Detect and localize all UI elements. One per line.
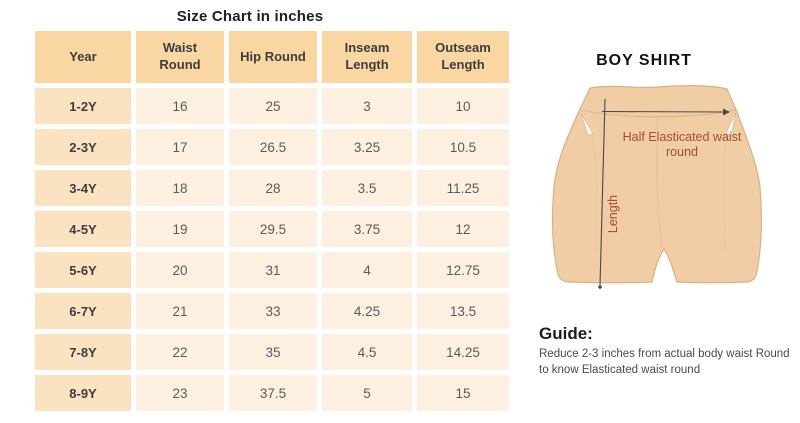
hip-round-cell: 29.5 <box>229 211 317 247</box>
length-measure-line <box>599 98 606 287</box>
table-row: 5-6Y 20 31 4 12.75 <box>35 252 509 288</box>
shorts-diagram <box>551 85 763 289</box>
waist-round-cell: 21 <box>136 293 224 329</box>
waist-measure-arrowhead-icon <box>723 108 730 116</box>
outseam-length-cell: 10.5 <box>417 129 509 165</box>
inseam-length-cell: 3.75 <box>322 211 412 247</box>
fold-line-center <box>656 117 663 248</box>
waist-round-cell: 16 <box>136 88 224 124</box>
outseam-length-cell: 12 <box>417 211 509 247</box>
waist-round-cell: 22 <box>136 334 224 370</box>
inseam-length-cell: 5 <box>322 375 412 411</box>
length-label: Length <box>606 194 620 234</box>
table-row: 4-5Y 19 29.5 3.75 12 <box>35 211 509 247</box>
size-chart-table: Year Waist Round Hip Round Inseam Length… <box>30 26 514 416</box>
column-header-waist-round: Waist Round <box>136 31 224 83</box>
hip-round-cell: 33 <box>229 293 317 329</box>
outseam-length-cell: 15 <box>417 375 509 411</box>
column-header-inseam-length: Inseam Length <box>322 31 412 83</box>
size-chart-title: Size Chart in inches <box>176 8 324 25</box>
year-cell: 3-4Y <box>35 170 131 206</box>
inseam-length-cell: 4 <box>322 252 412 288</box>
guide-text-line: to know Elasticated waist round <box>539 364 701 377</box>
waist-round-cell: 20 <box>136 252 224 288</box>
inseam-length-cell: 3 <box>322 88 412 124</box>
hip-round-cell: 35 <box>229 334 317 370</box>
waist-round-cell: 19 <box>136 211 224 247</box>
waist-round-label: Half Elasticated waist round <box>622 130 742 159</box>
fold-line-left <box>592 136 598 253</box>
year-cell: 6-7Y <box>35 293 131 329</box>
table-row: 6-7Y 21 33 4.25 13.5 <box>35 293 509 329</box>
waist-round-cell: 18 <box>136 170 224 206</box>
column-header-year: Year <box>35 31 131 83</box>
hip-round-cell: 25 <box>229 88 317 124</box>
pocket-slit-left <box>580 112 594 136</box>
year-cell: 4-5Y <box>35 211 131 247</box>
table-row: 1-2Y 16 25 3 10 <box>35 88 509 124</box>
inseam-length-cell: 4.5 <box>322 334 412 370</box>
waist-round-cell: 23 <box>136 375 224 411</box>
hip-round-cell: 31 <box>229 252 317 288</box>
year-cell: 5-6Y <box>35 252 131 288</box>
year-cell: 1-2Y <box>35 88 131 124</box>
guide-text-line: Reduce 2-3 inches from actual body waist… <box>539 348 790 360</box>
outseam-length-cell: 10 <box>417 88 509 124</box>
header-row: Year Waist Round Hip Round Inseam Length… <box>35 31 509 83</box>
outseam-length-cell: 11.25 <box>417 170 509 206</box>
year-cell: 2-3Y <box>35 129 131 165</box>
column-header-hip-round: Hip Round <box>229 31 317 83</box>
pocket-slit-right <box>725 111 737 136</box>
product-title: BOY SHIRT <box>596 52 692 69</box>
guide-text: Reduce 2-3 inches from actual body waist… <box>539 347 800 379</box>
inseam-length-cell: 3.5 <box>322 170 412 206</box>
fold-line-right <box>723 136 727 253</box>
waist-measure-line <box>601 110 725 113</box>
year-cell: 8-9Y <box>35 375 131 411</box>
waist-round-cell: 17 <box>136 129 224 165</box>
year-cell: 7-8Y <box>35 334 131 370</box>
column-header-outseam-length: Outseam Length <box>417 31 509 83</box>
guide-heading: Guide: <box>539 324 593 343</box>
outseam-length-cell: 12.75 <box>417 252 509 288</box>
inseam-length-cell: 4.25 <box>322 293 412 329</box>
table-row: 8-9Y 23 37.5 5 15 <box>35 375 509 411</box>
outseam-length-cell: 14.25 <box>417 334 509 370</box>
outseam-length-cell: 13.5 <box>417 293 509 329</box>
inseam-length-cell: 3.25 <box>322 129 412 165</box>
hip-round-cell: 37.5 <box>229 375 317 411</box>
hip-round-cell: 26.5 <box>229 129 317 165</box>
table-row: 3-4Y 18 28 3.5 11.25 <box>35 170 509 206</box>
length-measure-end-dot <box>598 285 602 289</box>
table-row: 7-8Y 22 35 4.5 14.25 <box>35 334 509 370</box>
hip-round-cell: 28 <box>229 170 317 206</box>
table-row: 2-3Y 17 26.5 3.25 10.5 <box>35 129 509 165</box>
